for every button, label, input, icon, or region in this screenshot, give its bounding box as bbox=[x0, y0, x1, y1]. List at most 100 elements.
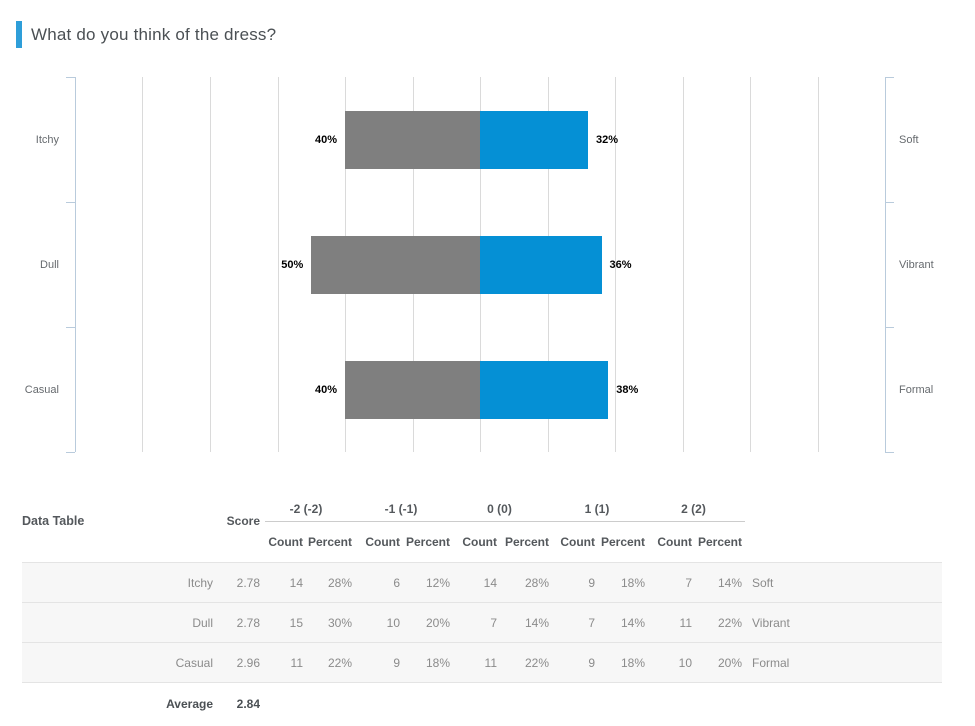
percent-value: 28% bbox=[524, 575, 549, 590]
percent-header: Percent bbox=[405, 535, 450, 549]
percent-header: Percent bbox=[307, 535, 352, 549]
chart-right-labels: Soft Vibrant Formal bbox=[885, 77, 975, 452]
question-accent-bar bbox=[16, 21, 22, 48]
count-value: 11 bbox=[484, 655, 497, 670]
count-value: 7 bbox=[588, 615, 595, 630]
chart-plot: 40% 32% 50% 36% 40% 38% bbox=[66, 77, 894, 453]
grid-line bbox=[277, 77, 279, 452]
percent-value: 20% bbox=[425, 615, 450, 630]
percent-value: 20% bbox=[717, 655, 742, 670]
chart-category-label-left: Dull bbox=[40, 258, 59, 271]
count-value: 14 bbox=[289, 575, 303, 590]
axis-tick-left bbox=[66, 77, 75, 78]
chart-rows: 40% 32% 50% 36% 40% 38% bbox=[75, 77, 885, 452]
chart-row: 40% 38% bbox=[75, 327, 885, 452]
average-label: Average bbox=[166, 696, 213, 711]
count-header: Count bbox=[365, 535, 400, 549]
percent-value: 18% bbox=[620, 655, 645, 670]
count-value: 7 bbox=[685, 575, 692, 590]
average-value: 2.84 bbox=[236, 696, 260, 711]
diverging-bar-chart: Itchy Dull Casual 40% 32% 50% 36% 40% 38% Soft V… bbox=[0, 77, 975, 453]
percent-header: Percent bbox=[504, 535, 549, 549]
axis-line bbox=[885, 77, 886, 452]
count-value: 15 bbox=[289, 615, 303, 630]
group-header: 0 (0) bbox=[487, 502, 512, 516]
axis-line bbox=[75, 77, 76, 452]
chart-row: 40% 32% bbox=[75, 77, 885, 202]
positive-bar-value: 38% bbox=[616, 383, 639, 396]
positive-bar bbox=[480, 110, 588, 169]
count-value: 11 bbox=[679, 615, 692, 630]
percent-value: 18% bbox=[425, 655, 450, 670]
positive-bar-value: 36% bbox=[609, 258, 632, 271]
axis-tick-right bbox=[885, 452, 894, 453]
group-header: 1 (1) bbox=[584, 502, 610, 516]
table-row: Casual 2.96 11 22% 9 18% 11 22% 9 18% 10 20% Formal bbox=[22, 642, 942, 682]
row-right-label: Formal bbox=[752, 655, 790, 670]
grid-line bbox=[142, 77, 144, 452]
negative-bar-value: 40% bbox=[314, 133, 338, 146]
chart-category-label-right: Formal bbox=[899, 383, 934, 396]
percent-value: 28% bbox=[327, 575, 352, 590]
table-row: Dull 2.78 15 30% 10 20% 7 14% 7 14% 11 22% Vibrant bbox=[22, 602, 942, 642]
group-header: -2 (-2) bbox=[289, 502, 323, 516]
table-average-row: Average 2.84 bbox=[22, 682, 942, 724]
percent-value: 22% bbox=[717, 615, 742, 630]
percent-value: 30% bbox=[327, 615, 352, 630]
grid-line bbox=[750, 77, 751, 452]
count-value: 10 bbox=[678, 655, 692, 670]
chart-category-label-left: Casual bbox=[24, 383, 59, 396]
percent-header: Percent bbox=[697, 535, 742, 549]
percent-value: 22% bbox=[524, 655, 549, 670]
chart-left-labels: Itchy Dull Casual bbox=[0, 77, 75, 452]
negative-bar bbox=[345, 360, 480, 419]
row-label: Casual bbox=[175, 655, 213, 670]
grid-line bbox=[209, 77, 211, 452]
percent-header: Percent bbox=[600, 535, 645, 549]
count-header: Count bbox=[657, 535, 692, 549]
count-header: Count bbox=[560, 535, 595, 549]
chart-row-negative-half: 50% bbox=[75, 235, 480, 294]
grid-line bbox=[817, 77, 819, 452]
score-header: Score bbox=[226, 514, 260, 528]
axis-tick-right bbox=[885, 77, 894, 78]
score-value: 2.78 bbox=[236, 575, 260, 590]
percent-value: 12% bbox=[425, 575, 450, 590]
percent-value: 14% bbox=[717, 575, 742, 590]
row-label: Dull bbox=[192, 615, 213, 630]
row-label: Itchy bbox=[187, 575, 213, 590]
chart-row: 50% 36% bbox=[75, 202, 885, 327]
axis-tick-left bbox=[66, 452, 75, 453]
positive-bar bbox=[480, 360, 609, 419]
positive-bar bbox=[480, 235, 602, 294]
negative-bar-value: 40% bbox=[314, 383, 338, 396]
grid-line bbox=[614, 77, 616, 452]
axis-tick-left bbox=[66, 327, 75, 328]
count-value: 9 bbox=[393, 655, 400, 670]
chart-row-positive-half: 38% bbox=[480, 360, 885, 419]
grid-line bbox=[682, 77, 684, 452]
count-header: Count bbox=[462, 535, 497, 549]
count-value: 6 bbox=[393, 575, 400, 590]
score-value: 2.78 bbox=[236, 615, 260, 630]
chart-category-label-right: Soft bbox=[899, 133, 919, 146]
chart-row-negative-half: 40% bbox=[75, 360, 480, 419]
row-right-label: Vibrant bbox=[752, 615, 790, 630]
group-separator-line bbox=[265, 521, 745, 522]
table-header: Data Table Score -2 (-2) -1 (-1) 0 (0) 1 (1… bbox=[22, 480, 942, 562]
axis-tick-left bbox=[66, 202, 75, 203]
chart-row-positive-half: 36% bbox=[480, 235, 885, 294]
data-table-section: Data Table Score -2 (-2) -1 (-1) 0 (0) 1 (1… bbox=[22, 480, 942, 724]
group-header: -1 (-1) bbox=[384, 502, 418, 516]
table-row: Itchy 2.78 14 28% 6 12% 14 28% 9 18% 7 14% Soft bbox=[22, 562, 942, 602]
negative-bar-value: 50% bbox=[281, 258, 304, 271]
positive-bar-value: 32% bbox=[596, 133, 619, 146]
percent-value: 14% bbox=[524, 615, 549, 630]
count-header: Count bbox=[268, 535, 303, 549]
chart-row-negative-half: 40% bbox=[75, 110, 480, 169]
count-value: 9 bbox=[588, 575, 595, 590]
chart-category-label-left: Itchy bbox=[35, 133, 59, 146]
axis-tick-right bbox=[885, 202, 894, 203]
row-right-label: Soft bbox=[752, 575, 774, 590]
